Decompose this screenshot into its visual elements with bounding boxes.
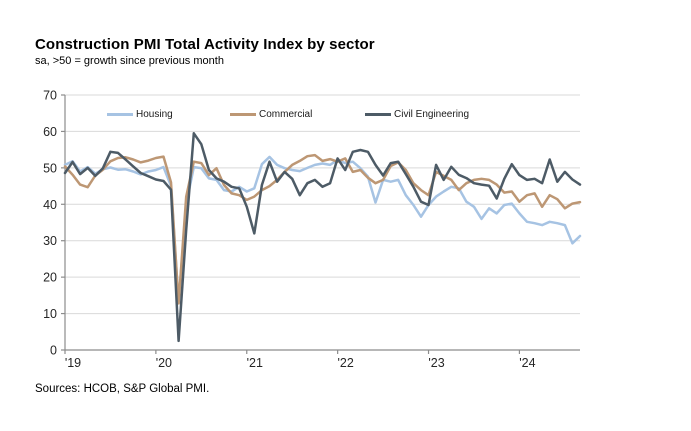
chart-title: Construction PMI Total Activity Index by… (35, 36, 375, 53)
series-line-commercial (63, 153, 582, 305)
y-tick-label: 50 (43, 161, 57, 175)
x-tick-label: '24 (519, 356, 535, 370)
legend-swatch-civil-engineering (365, 112, 391, 116)
chart-subtitle: sa, >50 = growth since previous month (35, 55, 224, 67)
y-tick-label: 60 (43, 125, 57, 139)
legend-item-civil-engineering: Civil Engineering (365, 107, 469, 121)
x-tick-label: '23 (428, 356, 444, 370)
series-line-civil-engineering (63, 132, 582, 343)
x-tick-label: '20 (156, 356, 172, 370)
y-tick-label: 0 (50, 344, 57, 358)
legend-label: Civil Engineering (394, 108, 470, 120)
legend-swatch-commercial (230, 112, 256, 116)
legend-label: Commercial (259, 108, 313, 120)
sources-note: Sources: HCOB, S&P Global PMI. (35, 383, 210, 395)
legend-item-housing: Housing (107, 107, 173, 121)
y-tick-label: 20 (43, 271, 57, 285)
series-line-housing (63, 155, 582, 304)
x-tick-label: '22 (337, 356, 353, 370)
legend-item-commercial: Commercial (230, 107, 312, 121)
x-tick-label: '21 (247, 356, 263, 370)
legend-label: Housing (136, 108, 173, 120)
legend-swatch-housing (107, 112, 133, 116)
y-tick-label: 10 (43, 307, 57, 321)
y-tick-label: 40 (43, 198, 57, 212)
y-tick-label: 70 (43, 89, 57, 103)
y-tick-label: 30 (43, 234, 57, 248)
x-tick-label: '19 (65, 356, 81, 370)
